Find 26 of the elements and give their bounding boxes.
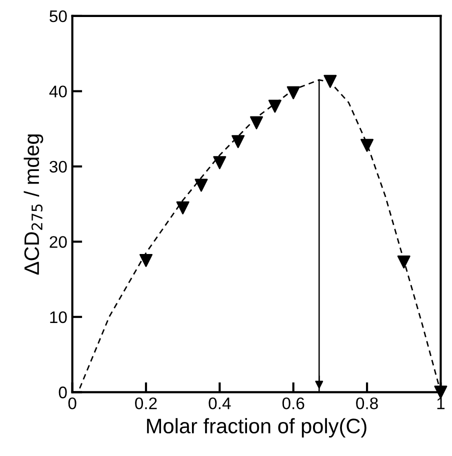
point bbox=[360, 138, 374, 152]
x-tick-label: 0.2 bbox=[135, 397, 157, 410]
y-axis-title: ΔCD$_{275}$ / mdeg bbox=[24, 134, 44, 275]
x-tick-label: 0 bbox=[68, 397, 76, 410]
point bbox=[176, 201, 190, 214]
x-tick-label: 0.4 bbox=[208, 397, 231, 410]
point bbox=[397, 255, 410, 268]
point bbox=[324, 74, 337, 88]
y-tick-label: 30 bbox=[50, 160, 67, 173]
y-tick-label: 50 bbox=[50, 10, 67, 22]
y-tick-label: 40 bbox=[49, 86, 67, 98]
x-tick-label: 1 bbox=[437, 398, 445, 410]
point bbox=[139, 254, 152, 267]
x-tick-label: 0.6 bbox=[282, 397, 304, 410]
point bbox=[250, 116, 264, 130]
y-tick-label: 0 bbox=[58, 386, 67, 398]
point bbox=[434, 386, 448, 399]
x-axis-title: Molar fraction of poly(C) bbox=[147, 418, 366, 438]
point bbox=[213, 156, 226, 170]
point bbox=[194, 178, 208, 192]
y-tick-label: 10 bbox=[50, 311, 67, 324]
x-tick-label: 0.8 bbox=[356, 397, 378, 410]
point bbox=[232, 135, 245, 148]
point bbox=[286, 86, 300, 100]
point bbox=[268, 100, 282, 113]
y-tick-label: 20 bbox=[50, 236, 67, 248]
